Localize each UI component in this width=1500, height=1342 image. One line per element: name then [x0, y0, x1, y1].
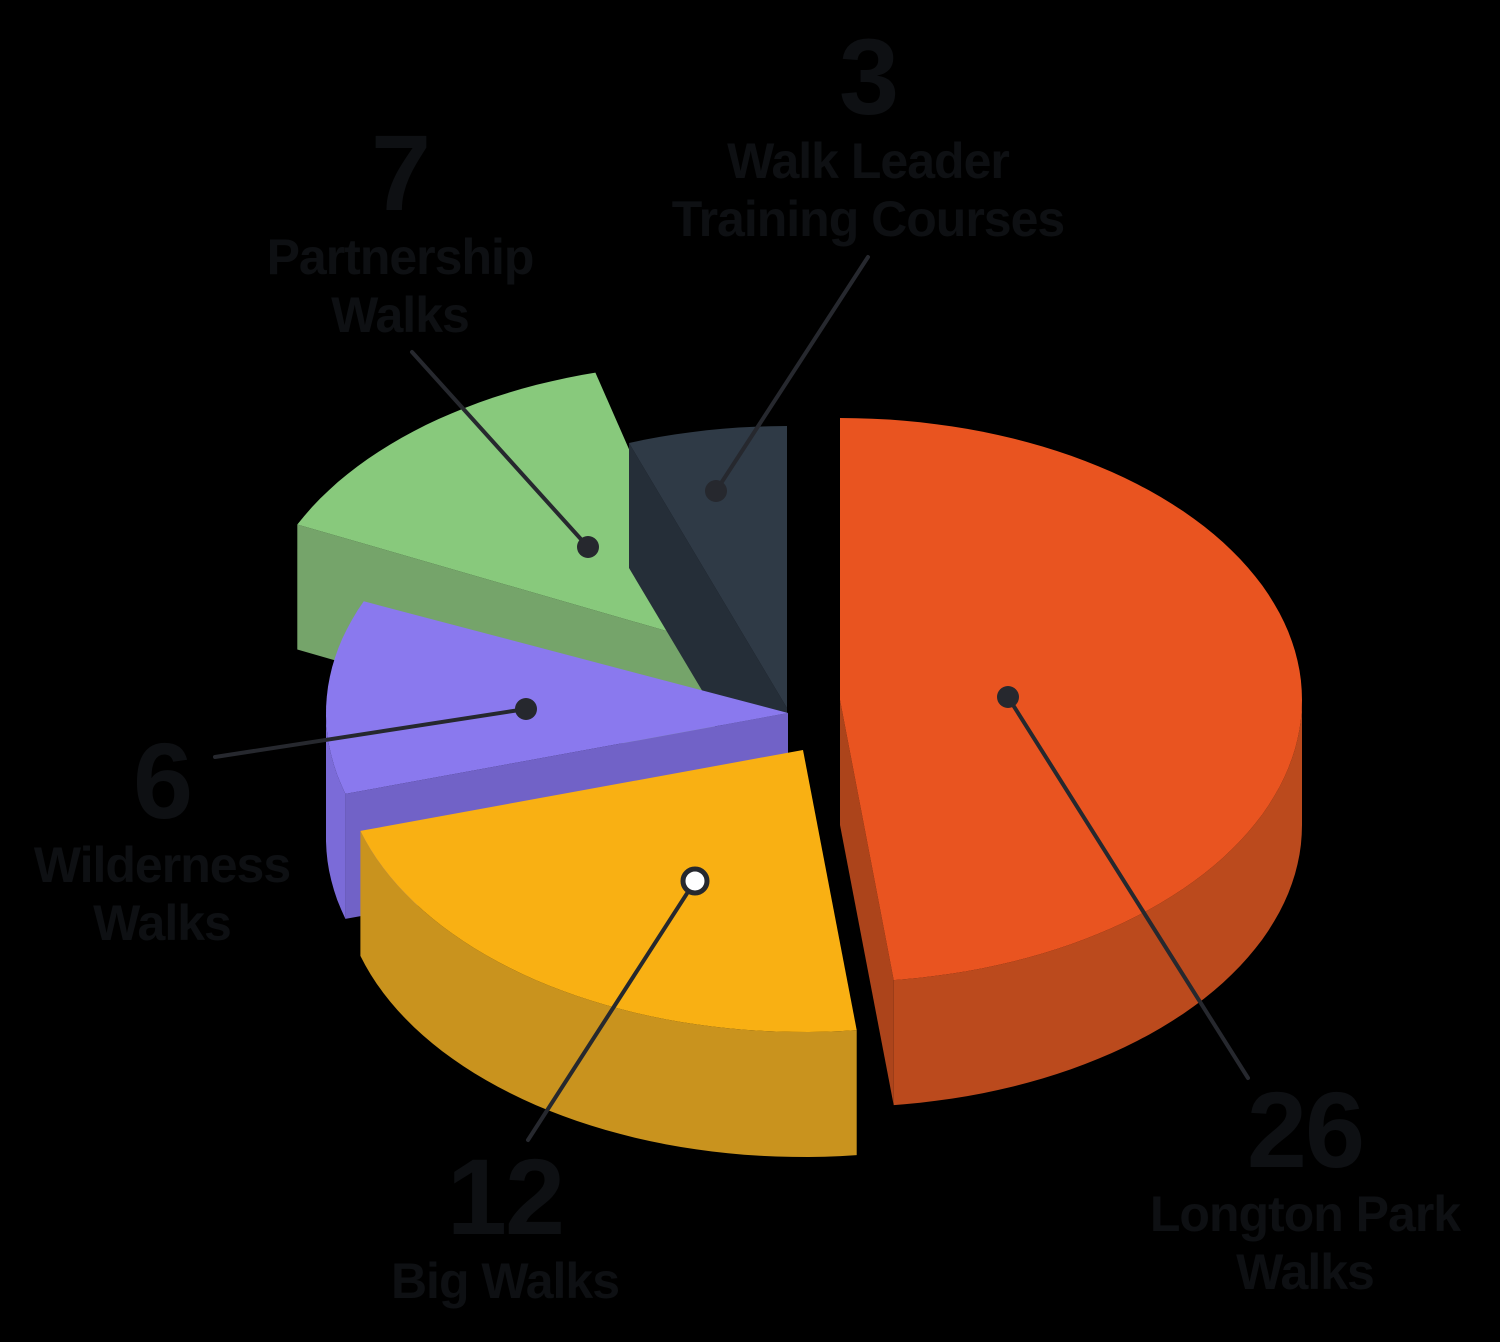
leader-line-partnership-walks — [410, 350, 590, 549]
leader-line-walk-leader-training-courses — [714, 255, 870, 493]
slice-longton-park-walks-rim-wall — [893, 700, 1302, 1106]
leader-line-big-walks — [526, 879, 697, 1142]
slice-longton-park-walks-cut-wall — [840, 700, 894, 1106]
slice-big-walks-rim-wall — [360, 830, 857, 1157]
leader-line-wilderness-walks — [213, 707, 528, 759]
data-dot-big-walks — [680, 866, 710, 896]
slice-wilderness-walks-top-face — [326, 601, 788, 794]
leader-line-longton-park-walks — [1006, 695, 1250, 1080]
slice-longton-park-walks-top-face — [840, 418, 1302, 981]
slice-walk-leader-training-courses-top-face — [629, 426, 787, 708]
slice-big-walks-top-face — [360, 750, 857, 1032]
data-dot-wilderness-walks — [515, 698, 537, 720]
data-dot-partnership-walks — [577, 536, 599, 558]
slice-wilderness-walks-rim-wall — [326, 713, 346, 919]
data-dot-walk-leader-training-courses — [705, 480, 727, 502]
data-dot-longton-park-walks — [997, 686, 1019, 708]
slice-partnership-walks-top-face — [297, 372, 715, 645]
